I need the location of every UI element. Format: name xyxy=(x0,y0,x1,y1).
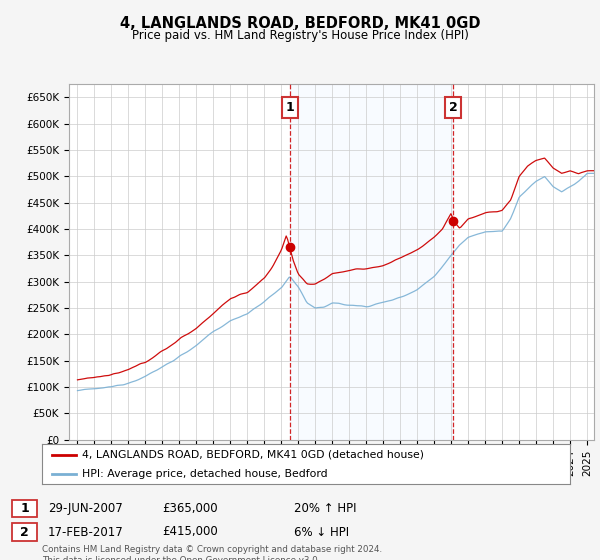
Text: 17-FEB-2017: 17-FEB-2017 xyxy=(48,525,124,539)
Text: 29-JUN-2007: 29-JUN-2007 xyxy=(48,502,123,515)
Text: £415,000: £415,000 xyxy=(162,525,218,539)
Text: HPI: Average price, detached house, Bedford: HPI: Average price, detached house, Bedf… xyxy=(82,469,327,478)
Text: 1: 1 xyxy=(286,101,294,114)
Text: £365,000: £365,000 xyxy=(162,502,218,515)
Bar xyxy=(290,84,454,440)
Text: 4, LANGLANDS ROAD, BEDFORD, MK41 0GD (detached house): 4, LANGLANDS ROAD, BEDFORD, MK41 0GD (de… xyxy=(82,450,424,460)
Text: 2: 2 xyxy=(20,525,29,539)
Text: Price paid vs. HM Land Registry's House Price Index (HPI): Price paid vs. HM Land Registry's House … xyxy=(131,29,469,42)
Text: 2: 2 xyxy=(449,101,458,114)
Text: 6% ↓ HPI: 6% ↓ HPI xyxy=(294,525,349,539)
Text: 4, LANGLANDS ROAD, BEDFORD, MK41 0GD: 4, LANGLANDS ROAD, BEDFORD, MK41 0GD xyxy=(120,16,480,31)
Text: 1: 1 xyxy=(20,502,29,515)
Text: 20% ↑ HPI: 20% ↑ HPI xyxy=(294,502,356,515)
Text: Contains HM Land Registry data © Crown copyright and database right 2024.
This d: Contains HM Land Registry data © Crown c… xyxy=(42,545,382,560)
